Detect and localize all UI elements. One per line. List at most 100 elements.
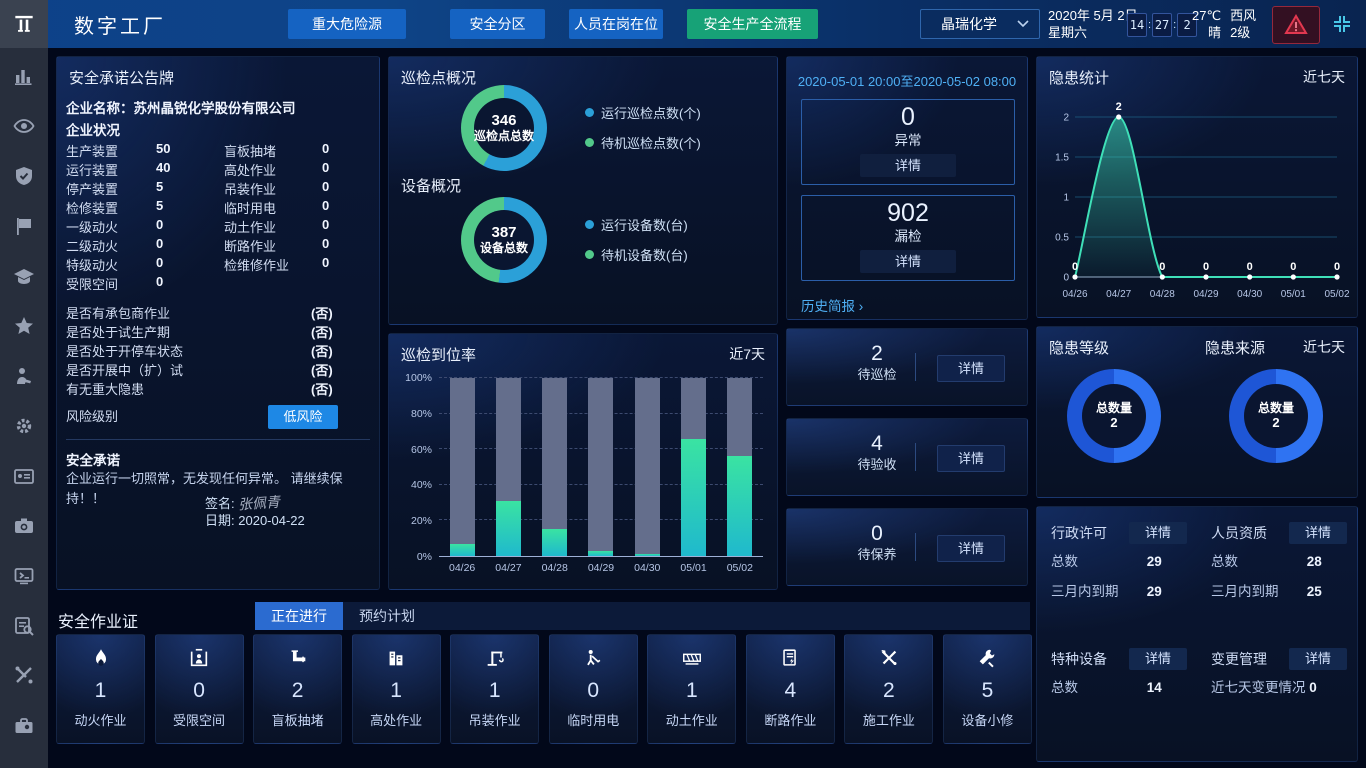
- signature-block: 签名: 张佩青 日期: 2020-04-22: [205, 494, 305, 529]
- danger-stats-range: 近七天: [1303, 69, 1345, 85]
- permit-card-断路作业[interactable]: 4 断路作业: [745, 634, 835, 744]
- donut-center-value: 2: [1110, 415, 1118, 430]
- eye-icon[interactable]: [12, 114, 36, 138]
- permit-count: 0: [587, 679, 600, 702]
- bar-column[interactable]: [578, 378, 624, 556]
- todo-card-待保养: 0 待保养 详情: [786, 508, 1028, 586]
- gear-icon[interactable]: [12, 414, 36, 438]
- stat-value: 0: [156, 217, 164, 232]
- worker-icon[interactable]: [12, 364, 36, 388]
- svg-text:05/01: 05/01: [1281, 289, 1306, 300]
- monitor-book-icon[interactable]: [12, 564, 36, 588]
- nav-button-重大危险源[interactable]: 重大危险源: [288, 9, 406, 39]
- weather-wind: 西风: [1230, 8, 1257, 23]
- bar-column[interactable]: [624, 378, 670, 556]
- nav-button-人员在岗在位[interactable]: 人员在岗在位: [569, 9, 663, 39]
- license-block-特种设备: 特种设备 详情 总数 14: [1051, 647, 1201, 701]
- collapse-screen-button[interactable]: [1331, 13, 1353, 40]
- permit-label: 高处作业: [370, 713, 423, 728]
- clock-hours: 14: [1127, 13, 1147, 37]
- permit-card-临时用电[interactable]: 0 临时用电: [548, 634, 638, 744]
- bar-column[interactable]: [485, 378, 531, 556]
- stat-value: 0: [156, 274, 164, 289]
- weather-condition: 晴: [1208, 25, 1222, 40]
- tools-icon[interactable]: [12, 664, 36, 688]
- todo-detail-button[interactable]: 详情: [937, 355, 1005, 382]
- svg-text:04/26: 04/26: [1062, 289, 1087, 300]
- stat-value: 0: [322, 217, 330, 232]
- electric-icon: [550, 647, 637, 669]
- question-row: 是否处于开停车状态 (否): [66, 341, 370, 360]
- danger-stats-panel: 隐患统计 近七天 0 0.5 1 1.5 2 04/26 04/27 04/28 04/29 04…: [1036, 56, 1358, 318]
- license-row-value: 29: [1146, 554, 1162, 569]
- license-detail-button[interactable]: 详情: [1129, 522, 1187, 544]
- svg-text:0.5: 0.5: [1055, 233, 1069, 244]
- bar-column[interactable]: [439, 378, 485, 556]
- inspection-points-title: 巡检点概况: [401, 70, 477, 87]
- risk-level-badge[interactable]: 低风险: [268, 405, 338, 429]
- danger-level-donut: 总数量 2: [1067, 369, 1161, 463]
- legend-label: 待机设备数(台): [601, 248, 688, 263]
- license-detail-button[interactable]: 详情: [1129, 648, 1187, 670]
- digging-icon: [648, 647, 735, 669]
- legend-label: 运行设备数(台): [601, 218, 688, 233]
- stat-value: 0: [322, 160, 330, 175]
- abnormal-detail-button[interactable]: 详情: [860, 154, 956, 177]
- permits-tabs: 正在进行 预约计划: [255, 602, 1030, 630]
- camera-icon[interactable]: [12, 514, 36, 538]
- company-select[interactable]: 晶瑞化学: [920, 9, 1040, 39]
- weather-temp: 27℃: [1192, 8, 1222, 23]
- risk-level-row: 风险级别 低风险: [66, 405, 370, 429]
- stat-value: 0: [156, 255, 164, 270]
- nav-button-安全生产全流程[interactable]: 安全生产全流程: [687, 9, 818, 39]
- chevron-down-icon: [1017, 20, 1029, 28]
- legend-label: 运行巡检点数(个): [601, 106, 701, 121]
- danger-donuts-range: 近七天: [1303, 339, 1345, 355]
- permit-card-受限空间[interactable]: 0 受限空间: [154, 634, 244, 744]
- permit-label: 设备小修: [961, 713, 1014, 728]
- permit-card-盲板抽堵[interactable]: 2 盲板抽堵: [253, 634, 343, 744]
- question-row: 是否处于试生产期 (否): [66, 322, 370, 341]
- permit-card-吊装作业[interactable]: 1 吊装作业: [450, 634, 540, 744]
- construction-icon: [845, 647, 932, 669]
- question-label: 是否处于开停车状态: [66, 344, 184, 359]
- stat-label: 盲板抽堵: [224, 144, 277, 159]
- x-tick-label: 04/29: [587, 562, 615, 574]
- permit-card-动土作业[interactable]: 1 动土作业: [647, 634, 737, 744]
- repair-icon: [944, 647, 1031, 669]
- tab-scheduled[interactable]: 预约计划: [359, 608, 415, 624]
- graduation-cap-icon[interactable]: [12, 264, 36, 288]
- license-detail-button[interactable]: 详情: [1289, 648, 1347, 670]
- tab-in-progress[interactable]: 正在进行: [255, 602, 343, 630]
- doc-search-icon[interactable]: [12, 614, 36, 638]
- license-row: 总数 29: [1051, 550, 1201, 575]
- permit-card-动火作业[interactable]: 1 动火作业: [56, 634, 145, 744]
- shield-icon[interactable]: [12, 164, 36, 188]
- star-icon[interactable]: [12, 314, 36, 338]
- bar-column[interactable]: [717, 378, 763, 556]
- svg-text:2: 2: [1063, 113, 1069, 124]
- missed-detail-button[interactable]: 详情: [860, 250, 956, 273]
- todo-detail-button[interactable]: 详情: [937, 535, 1005, 562]
- bar-column[interactable]: [532, 378, 578, 556]
- left-sidebar: [0, 48, 48, 768]
- license-detail-button[interactable]: 详情: [1289, 522, 1347, 544]
- todo-detail-button[interactable]: 详情: [937, 445, 1005, 472]
- nav-button-安全分区[interactable]: 安全分区: [450, 9, 545, 39]
- toolbag-icon[interactable]: [12, 714, 36, 738]
- license-block-变更管理: 变更管理 详情 近七天变更情况 0: [1211, 647, 1361, 701]
- app-logo[interactable]: [0, 0, 48, 48]
- permit-card-施工作业[interactable]: 2 施工作业: [844, 634, 934, 744]
- permit-card-设备小修[interactable]: 5 设备小修: [942, 634, 1032, 744]
- alarm-button[interactable]: [1272, 6, 1320, 44]
- permit-count: 1: [390, 679, 402, 702]
- bar-chart-icon[interactable]: [12, 64, 36, 88]
- permit-card-高处作业[interactable]: 1 高处作业: [351, 634, 441, 744]
- x-tick-label: 05/02: [726, 562, 753, 574]
- flag-icon[interactable]: [12, 214, 36, 238]
- bar-column[interactable]: [670, 378, 716, 556]
- history-report-link[interactable]: 历史简报 ›: [801, 299, 864, 314]
- stat-value: 0: [156, 236, 164, 251]
- x-tick-label: 04/27: [495, 562, 522, 574]
- id-card-icon[interactable]: [12, 464, 36, 488]
